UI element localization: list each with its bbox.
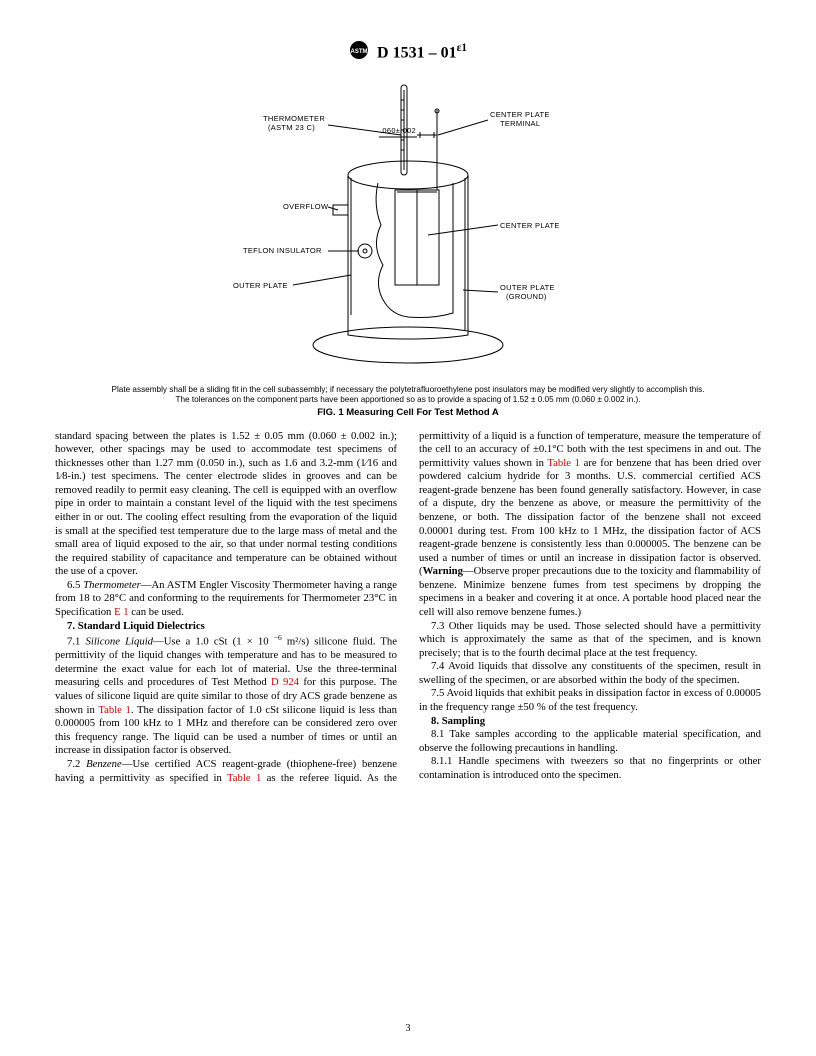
label-outer-plate: OUTER PLATE bbox=[233, 281, 288, 290]
label-outer-plate-ground: OUTER PLATE bbox=[500, 283, 555, 292]
page-number: 3 bbox=[0, 1023, 816, 1034]
label-teflon: TEFLON INSULATOR bbox=[243, 246, 322, 255]
svg-text:(GROUND): (GROUND) bbox=[506, 292, 547, 301]
para-6-continued: standard spacing between the plates is 1… bbox=[55, 430, 397, 579]
label-center-plate: CENTER PLATE bbox=[500, 221, 560, 230]
link-e1[interactable]: E 1 bbox=[114, 606, 129, 618]
astm-logo: ASTM bbox=[349, 40, 369, 65]
body-text: standard spacing between the plates is 1… bbox=[55, 430, 761, 786]
heading-8: 8. Sampling bbox=[419, 715, 761, 729]
link-table1-a[interactable]: Table 1 bbox=[98, 704, 131, 716]
para-7-3: 7.3 Other liquids may be used. Those sel… bbox=[419, 620, 761, 661]
svg-text:(ASTM 23 C): (ASTM 23 C) bbox=[268, 123, 315, 132]
standard-number: D 1531 – 01ε1 bbox=[377, 42, 467, 62]
link-table1-b[interactable]: Table 1 bbox=[227, 772, 261, 784]
svg-text:ASTM: ASTM bbox=[351, 49, 368, 55]
label-overflow: OVERFLOW bbox=[283, 202, 329, 211]
figure-note: Plate assembly shall be a sliding fit in… bbox=[55, 385, 761, 406]
para-6-5: 6.5 Thermometer—An ASTM Engler Viscosity… bbox=[55, 579, 397, 620]
heading-7: 7. Standard Liquid Dielectrics bbox=[55, 620, 397, 634]
para-7-1: 7.1 Silicone Liquid—Use a 1.0 cSt (1 × 1… bbox=[55, 633, 397, 758]
figure-1: THERMOMETER (ASTM 23 C) .060±.002 CENTER… bbox=[243, 75, 573, 375]
para-7-4: 7.4 Avoid liquids that dissolve any cons… bbox=[419, 660, 761, 687]
figure-caption: FIG. 1 Measuring Cell For Test Method A bbox=[55, 407, 761, 418]
link-table1-c[interactable]: Table 1 bbox=[547, 457, 580, 469]
para-7-5: 7.5 Avoid liquids that exhibit peaks in … bbox=[419, 687, 761, 714]
label-center-plate-terminal: CENTER PLATE bbox=[490, 110, 550, 119]
svg-text:TERMINAL: TERMINAL bbox=[500, 119, 540, 128]
para-8-1-1: 8.1.1 Handle specimens with tweezers so … bbox=[419, 755, 761, 782]
page-header: ASTM D 1531 – 01ε1 bbox=[55, 40, 761, 65]
para-8-1: 8.1 Take samples according to the applic… bbox=[419, 728, 761, 755]
label-gap: .060±.002 bbox=[380, 126, 416, 135]
label-thermometer: THERMOMETER bbox=[263, 114, 325, 123]
link-d924[interactable]: D 924 bbox=[271, 676, 299, 688]
